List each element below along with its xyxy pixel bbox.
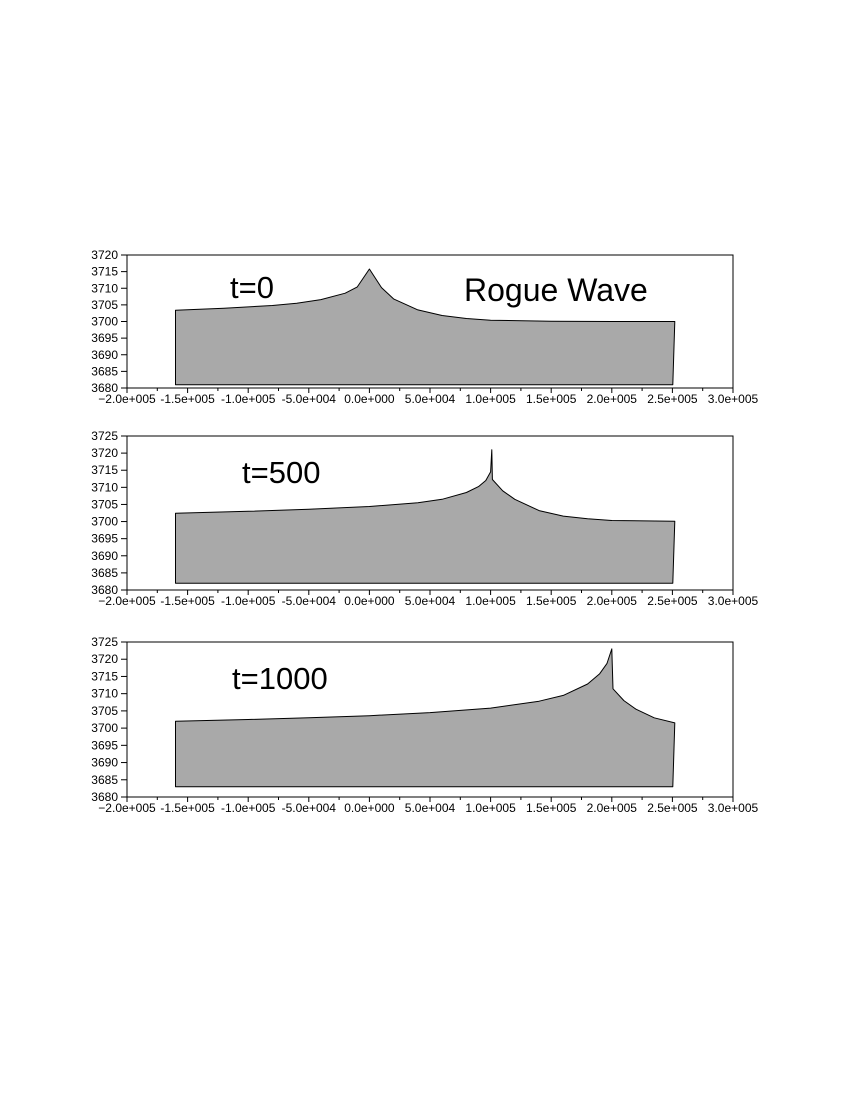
y-tick-label: 3710	[91, 480, 118, 494]
y-tick-label: 3715	[91, 463, 118, 477]
y-tick-label: 3705	[91, 497, 118, 511]
x-tick-label: -1.0e+005	[221, 594, 276, 608]
x-tick-label: -1.5e+005	[160, 801, 215, 815]
y-tick-label: 3685	[91, 773, 118, 787]
x-tick-label: −2.0e+005	[98, 801, 156, 815]
y-tick-label: 3720	[91, 248, 118, 262]
y-tick-label: 3680	[91, 790, 118, 804]
x-tick-label: 1.5e+005	[526, 392, 577, 406]
y-tick-label: 3690	[91, 756, 118, 770]
y-tick-label: 3715	[91, 265, 118, 279]
x-tick-label: 2.5e+005	[647, 801, 698, 815]
x-tick-label: 2.0e+005	[587, 392, 638, 406]
x-tick-label: 3.0e+005	[708, 594, 759, 608]
y-tick-label: 3710	[91, 281, 118, 295]
x-tick-label: 1.5e+005	[526, 801, 577, 815]
y-tick-label: 3705	[91, 298, 118, 312]
chart-panel-2: −2.0e+005 -1.5e+005 -1.0e+005 -5.0e+004 0.0e…	[91, 429, 758, 608]
y-tick-label: 3695	[91, 738, 118, 752]
y-tick-label: 3695	[91, 532, 118, 546]
x-tick-label: -5.0e+004	[282, 392, 337, 406]
y-tick-label: 3725	[91, 635, 118, 649]
y-tick-label: 3680	[91, 381, 118, 395]
y-tick-label: 3705	[91, 704, 118, 718]
x-tick-label: 1.0e+005	[465, 392, 516, 406]
y-tick-label: 3680	[91, 583, 118, 597]
x-tick-label: -5.0e+004	[282, 594, 337, 608]
x-tick-label: 1.0e+005	[465, 594, 516, 608]
x-tick-label: -1.0e+005	[221, 392, 276, 406]
x-tick-label: 5.0e+004	[405, 392, 456, 406]
time-label: t=1000	[232, 661, 328, 696]
y-tick-label: 3710	[91, 687, 118, 701]
x-tick-label: −2.0e+005	[98, 392, 156, 406]
wave-area	[175, 449, 676, 584]
panels-group: −2.0e+005 -1.5e+005 -1.0e+005 -5.0e+004 0.0e…	[91, 248, 758, 815]
time-label: t=0	[230, 270, 274, 305]
x-tick-label: 2.0e+005	[587, 801, 638, 815]
y-tick-label: 3695	[91, 331, 118, 345]
x-tick-label: -5.0e+004	[282, 801, 337, 815]
y-tick-label: 3685	[91, 566, 118, 580]
x-tick-label: 1.0e+005	[465, 801, 516, 815]
wave-area	[175, 648, 676, 788]
y-tick-label: 3700	[91, 721, 118, 735]
x-tick-label: 0.0e+000	[344, 392, 395, 406]
x-tick-label: -1.5e+005	[160, 392, 215, 406]
y-tick-label: 3690	[91, 549, 118, 563]
x-tick-label: 0.0e+000	[344, 594, 395, 608]
x-tick-label: 5.0e+004	[405, 801, 456, 815]
x-tick-label: 3.0e+005	[708, 392, 759, 406]
y-tick-label: 3720	[91, 446, 118, 460]
x-tick-label: 2.5e+005	[647, 392, 698, 406]
x-tick-label: 3.0e+005	[708, 801, 759, 815]
y-tick-label: 3725	[91, 429, 118, 443]
x-tick-label: 0.0e+000	[344, 801, 395, 815]
x-tick-label: 5.0e+004	[405, 594, 456, 608]
time-label: t=500	[242, 455, 320, 490]
x-tick-label: -1.0e+005	[221, 801, 276, 815]
figure-title: Rogue Wave	[464, 272, 648, 308]
x-tick-label: −2.0e+005	[98, 594, 156, 608]
x-tick-label: 1.5e+005	[526, 594, 577, 608]
chart-panel-1: −2.0e+005 -1.5e+005 -1.0e+005 -5.0e+004 0.0e…	[91, 248, 758, 406]
chart-panel-3: −2.0e+005 -1.5e+005 -1.0e+005 -5.0e+004 0.0e…	[91, 635, 758, 815]
x-tick-label: 2.0e+005	[587, 594, 638, 608]
x-tick-label: -1.5e+005	[160, 594, 215, 608]
x-tick-label: 2.5e+005	[647, 594, 698, 608]
y-tick-label: 3685	[91, 364, 118, 378]
y-tick-label: 3690	[91, 348, 118, 362]
y-tick-label: 3720	[91, 652, 118, 666]
y-tick-label: 3700	[91, 515, 118, 529]
y-tick-label: 3715	[91, 669, 118, 683]
wave-area	[175, 268, 676, 386]
y-tick-label: 3700	[91, 315, 118, 329]
